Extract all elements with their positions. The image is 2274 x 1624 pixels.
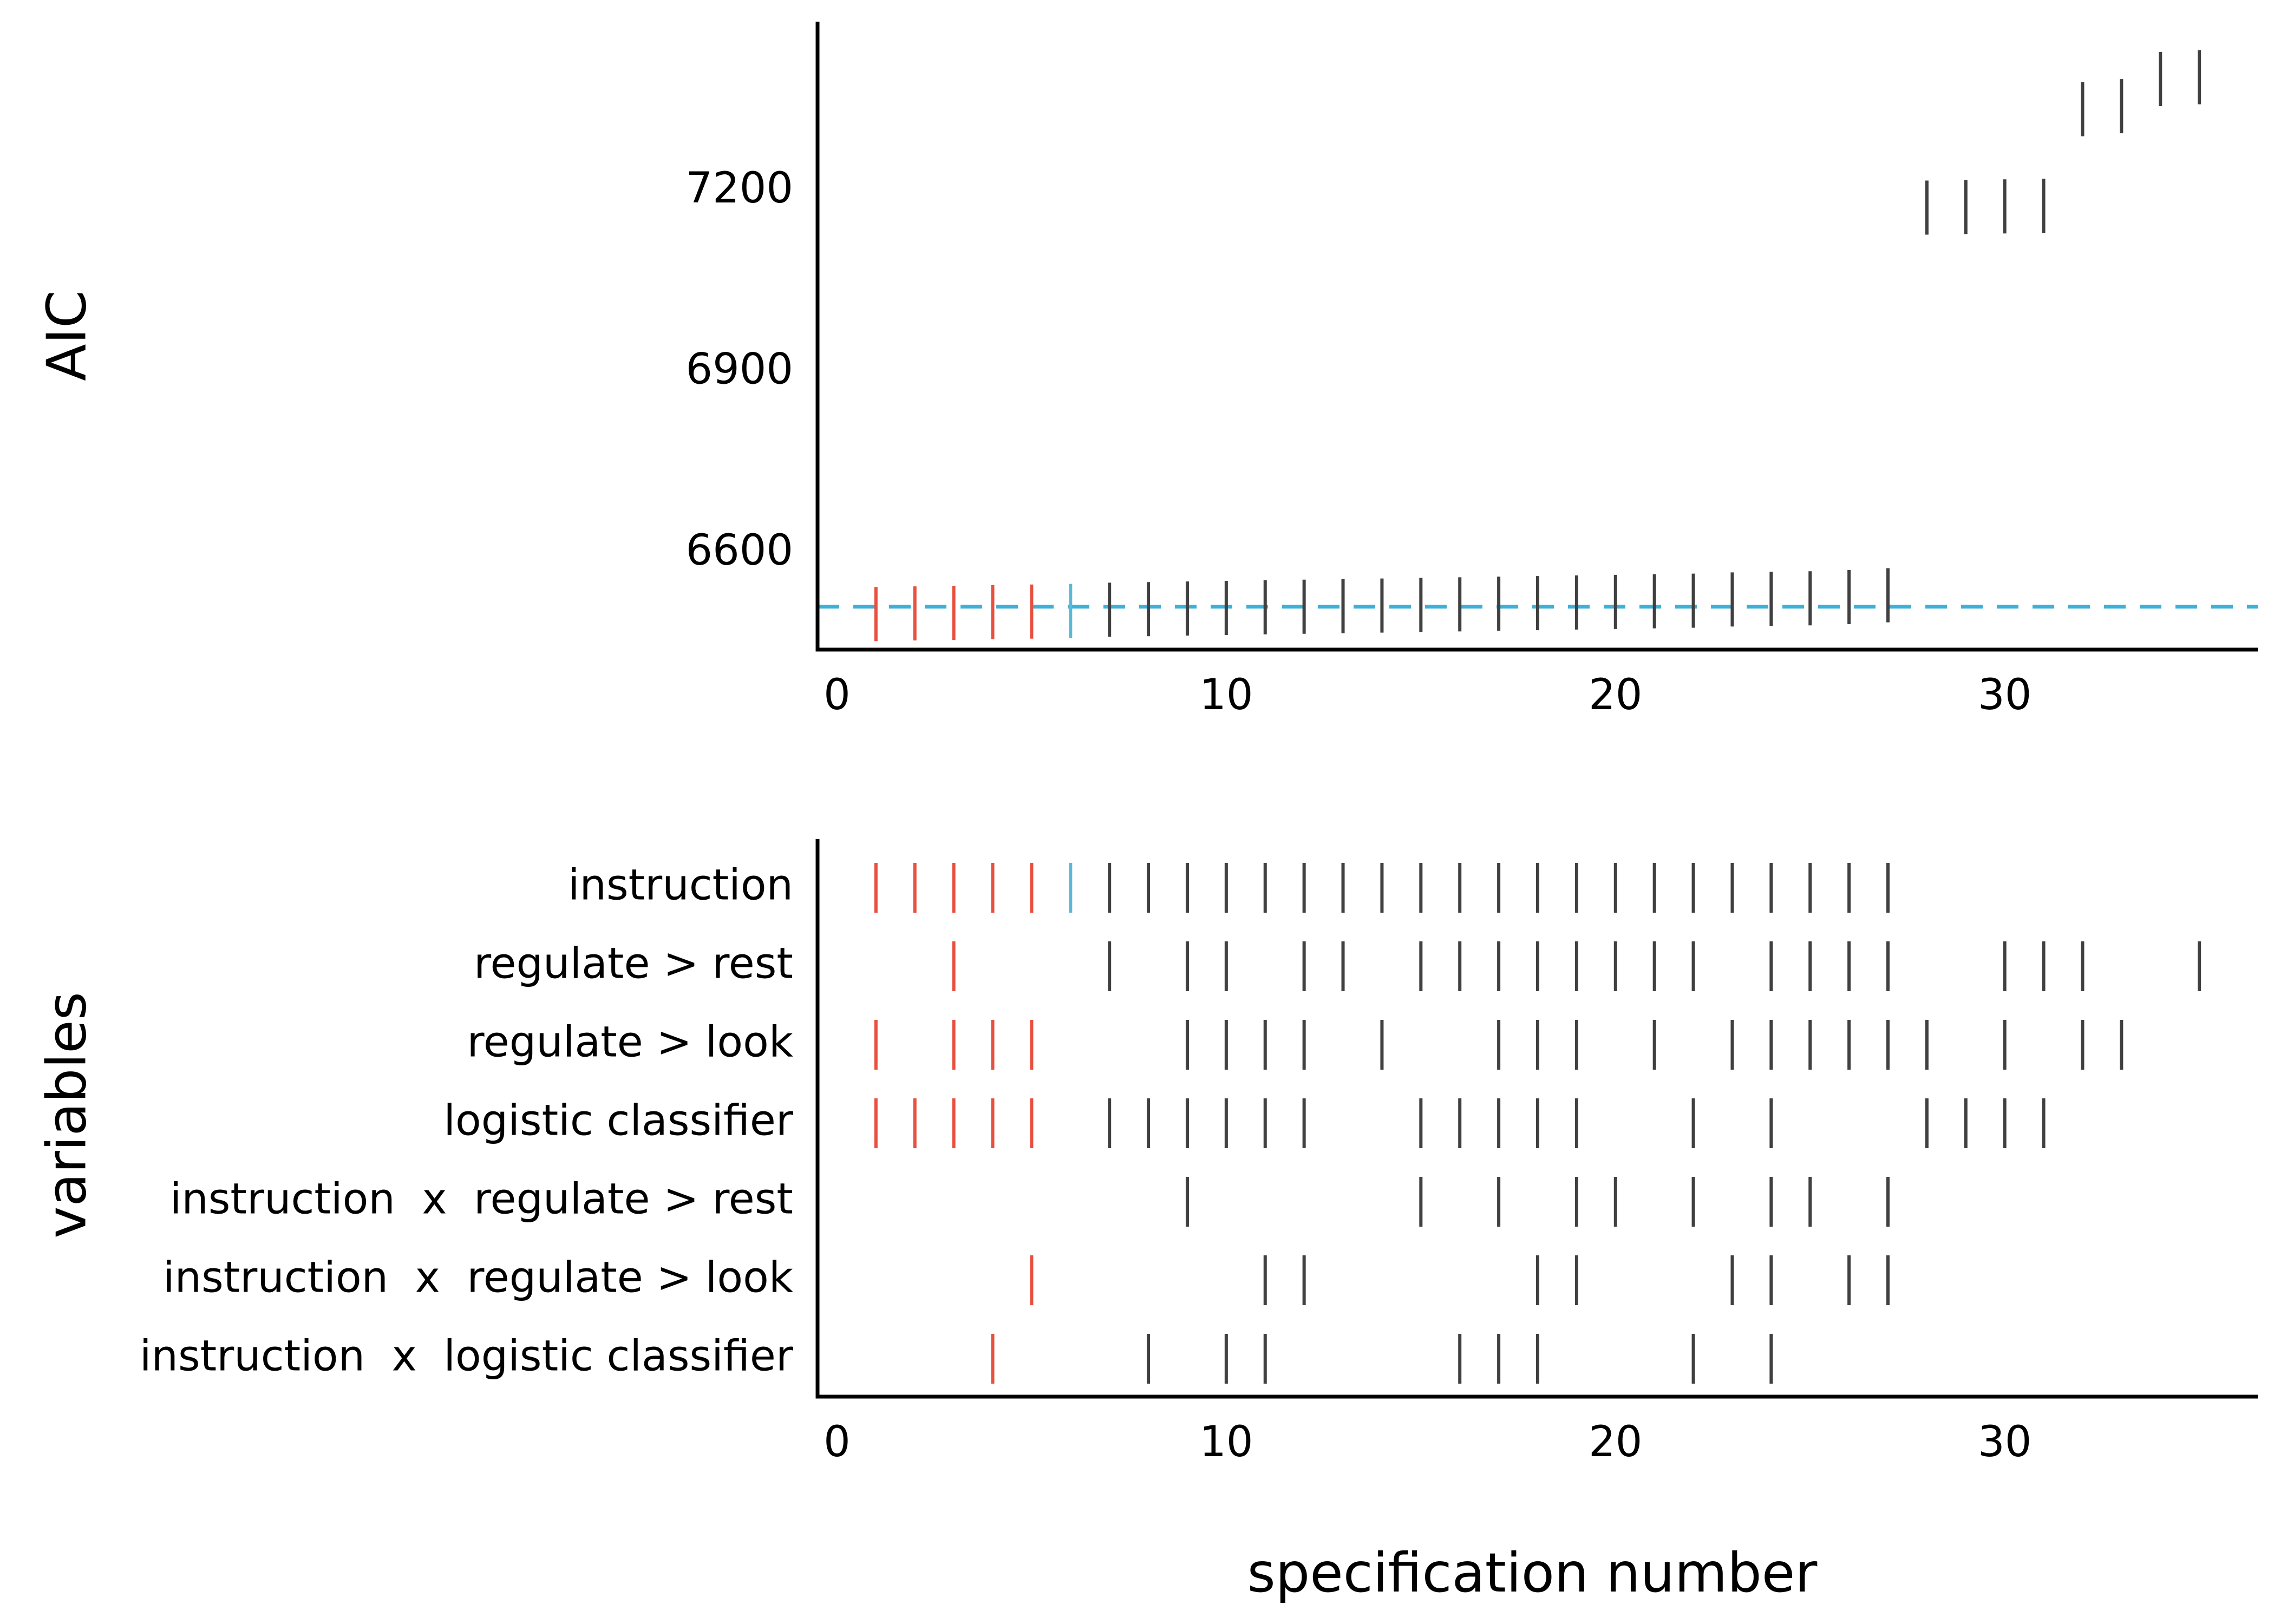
variables-x-tick-label: 20 (1589, 1418, 1642, 1466)
aic-axes (815, 22, 2258, 652)
variable-label: regulate > look (467, 1018, 793, 1066)
aic-y-tick-label: 6600 (685, 526, 793, 575)
aic-y-tick-label: 7200 (685, 164, 793, 213)
variables-x-tick-label: 0 (824, 1418, 851, 1466)
variables-x-tick-label: 30 (1978, 1418, 2031, 1466)
variable-label: instruction x regulate > rest (170, 1175, 793, 1223)
aic-axis-title: AIC (35, 290, 98, 381)
variable-label: regulate > rest (474, 939, 793, 988)
aic-x-tick-label: 0 (824, 671, 851, 719)
variables-x-tick-label: 10 (1199, 1418, 1253, 1466)
variable-label: logistic classifier (443, 1096, 794, 1145)
aic-y-tick-labels: 6600 6900 7200 (685, 164, 793, 575)
variables-axis-title: variables (35, 992, 98, 1239)
aic-x-tick-label: 20 (1589, 671, 1642, 719)
aic-panel: AIC 6600 6900 7200 0 10 20 30 (35, 22, 2258, 719)
variable-label: instruction x regulate > look (163, 1253, 793, 1302)
variable-marks (874, 863, 2201, 1384)
aic-x-tick-labels: 0 10 20 30 (824, 671, 2031, 719)
variables-axes (815, 839, 2258, 1399)
variables-x-tick-labels: 0 10 20 30 (824, 1418, 2031, 1466)
aic-marks (874, 50, 2201, 641)
aic-y-tick-label: 6900 (685, 345, 793, 394)
variables-panel: variables instruction regulate > rest regu… (35, 839, 2258, 1605)
aic-x-tick-label: 10 (1199, 671, 1253, 719)
variable-label: instruction x logistic classifier (140, 1332, 794, 1380)
variable-labels: instruction regulate > rest regulate > loo… (140, 861, 794, 1380)
variable-label: instruction (568, 861, 793, 909)
aic-x-tick-label: 30 (1978, 671, 2031, 719)
x-axis-title: specification number (1247, 1541, 1818, 1605)
